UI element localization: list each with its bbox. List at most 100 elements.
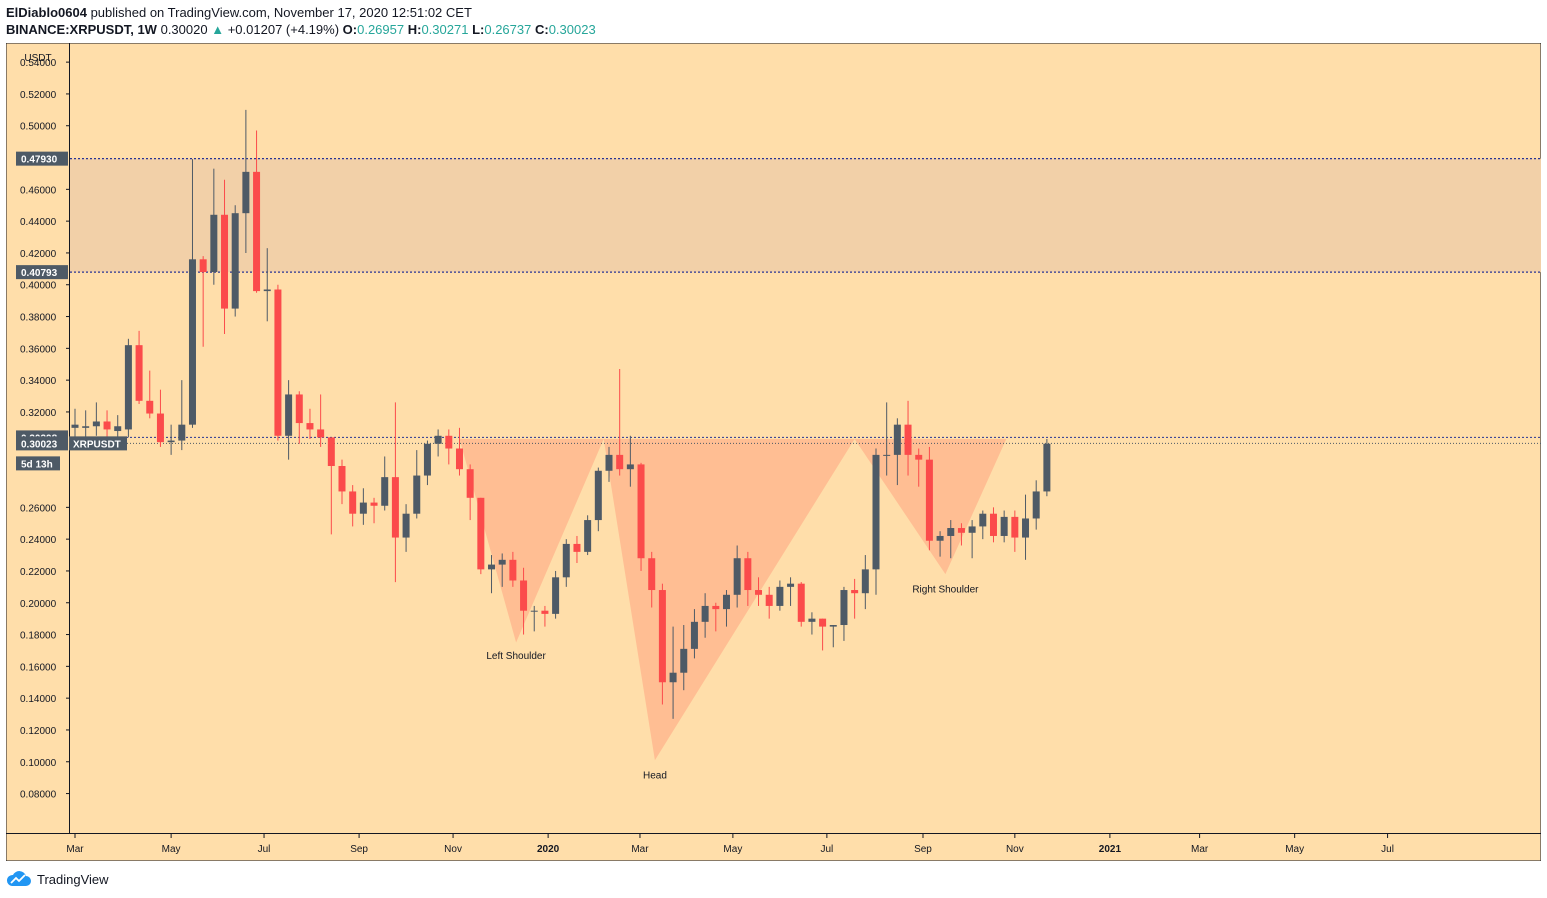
candle-body <box>541 610 549 614</box>
candle <box>637 462 645 571</box>
candle-body <box>562 543 570 578</box>
pattern-annotation: Left Shoulder <box>486 651 546 662</box>
candle-body <box>658 590 666 683</box>
candle <box>552 570 560 619</box>
candle-body <box>221 214 229 309</box>
bar-countdown: 5d 13h <box>21 459 53 470</box>
candle <box>188 159 196 428</box>
last-price: 0.30020 <box>160 22 208 37</box>
candle-body <box>616 454 624 470</box>
candle <box>466 464 474 521</box>
candle <box>680 625 688 691</box>
candle-body <box>701 605 709 622</box>
candle <box>295 391 303 444</box>
author-name[interactable]: ElDiablo0604 <box>6 5 87 20</box>
price-tick-label: 0.12000 <box>20 726 57 737</box>
candle <box>989 507 997 543</box>
candle <box>712 602 720 632</box>
candle-body <box>317 429 325 438</box>
price-tick-label: 0.52000 <box>20 90 57 101</box>
candle-body <box>92 421 100 427</box>
price-tick-label: 0.16000 <box>20 662 57 673</box>
candle <box>669 626 677 719</box>
price-chart[interactable]: Left Shoulder Head Right Shoulder USDT0.54… <box>5 42 1542 862</box>
candle <box>979 510 987 540</box>
candle-body <box>840 590 848 626</box>
tradingview-cloud-icon <box>6 871 31 886</box>
candle-body <box>979 513 987 527</box>
candle-body <box>1011 516 1019 538</box>
candle <box>391 402 399 583</box>
candle <box>722 590 730 627</box>
candle-body <box>690 621 698 649</box>
published-text: published on TradingView.com, November 1… <box>90 5 472 20</box>
candle <box>423 440 431 486</box>
candle-body <box>637 464 645 559</box>
candle <box>455 427 463 476</box>
candle-body <box>402 513 410 538</box>
candle <box>605 446 613 482</box>
candle <box>156 389 164 447</box>
candle-body <box>1043 443 1051 492</box>
chart-area[interactable]: Left Shoulder Head Right Shoulder USDT 0.54… <box>5 42 1542 862</box>
candle-body <box>765 594 773 606</box>
time-tick-label: Mar <box>1191 844 1209 855</box>
candle <box>957 523 965 546</box>
candle <box>1011 510 1019 552</box>
candle <box>626 435 634 487</box>
candle-body <box>455 448 463 470</box>
candle-body <box>776 586 784 606</box>
candle <box>594 467 602 532</box>
price-tick-label: 0.46000 <box>20 185 57 196</box>
candle-body <box>242 171 250 214</box>
candle-body <box>338 466 346 492</box>
candle <box>135 330 143 404</box>
candle-body <box>146 400 154 414</box>
candle <box>893 418 901 486</box>
brand-name[interactable]: TradingView <box>37 871 109 887</box>
candle <box>776 580 784 611</box>
candle <box>434 429 442 457</box>
candle-body <box>861 569 869 594</box>
candle <box>146 370 154 419</box>
candle-body <box>295 394 303 424</box>
candle-body <box>520 580 528 611</box>
candle <box>819 618 827 651</box>
candle <box>915 448 923 487</box>
candle <box>210 168 218 285</box>
candle <box>381 456 389 511</box>
price-tick-label: 0.54000 <box>20 58 57 69</box>
time-tick-label: Jul <box>1381 844 1394 855</box>
price-tick-label: 0.08000 <box>20 790 57 801</box>
candle <box>658 583 666 705</box>
time-tick-label: Nov <box>444 844 462 855</box>
candle-body <box>488 564 496 570</box>
candle-body <box>188 259 196 425</box>
price-tick-label: 0.34000 <box>20 376 57 387</box>
time-tick-label: May <box>162 844 181 855</box>
candle <box>541 605 549 627</box>
candle <box>872 448 880 595</box>
candle <box>349 485 357 527</box>
head-and-shoulders-pattern <box>459 439 1007 761</box>
candle <box>1000 510 1008 543</box>
candle <box>861 555 869 610</box>
candle-body <box>808 618 816 622</box>
candle-body <box>968 526 976 533</box>
candle-body <box>1032 491 1040 519</box>
candle <box>733 545 741 608</box>
price-tick-label: 0.10000 <box>20 758 57 769</box>
candle <box>231 205 239 317</box>
candle <box>616 369 624 476</box>
candle <box>1032 480 1040 530</box>
candle-body <box>156 413 164 443</box>
time-tick-label: May <box>1285 844 1304 855</box>
price-tick-label: 0.26000 <box>20 503 57 514</box>
candle-body <box>178 424 186 441</box>
price-tick-label: 0.42000 <box>20 249 57 260</box>
candle <box>840 586 848 641</box>
candle-body <box>722 594 730 610</box>
price-tick-label: 0.32000 <box>20 408 57 419</box>
candle <box>178 380 186 451</box>
candle-body <box>744 558 752 591</box>
